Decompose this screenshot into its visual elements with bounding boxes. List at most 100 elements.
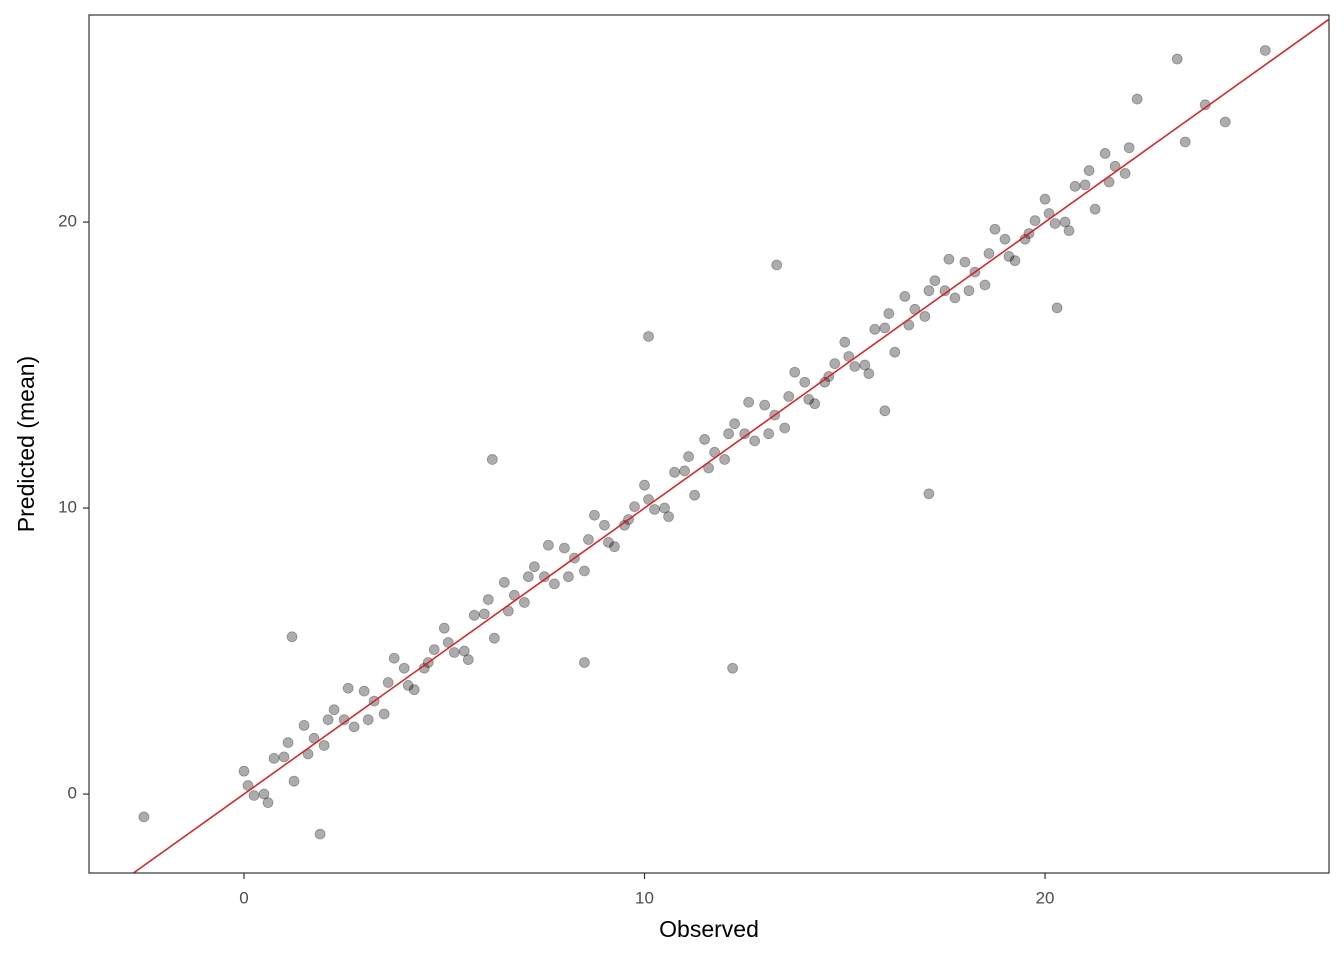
point: [749, 435, 761, 447]
point: [879, 405, 891, 417]
point: [322, 714, 334, 726]
point: [649, 504, 660, 515]
point: [402, 679, 414, 691]
point: [609, 541, 620, 553]
point: [963, 285, 975, 297]
point: [719, 454, 731, 465]
point: [1039, 193, 1051, 205]
point: [771, 259, 783, 271]
point: [1099, 148, 1111, 159]
point: [518, 597, 530, 608]
point: [549, 578, 560, 590]
point: [583, 534, 594, 545]
point: [999, 233, 1011, 245]
y-tick-label: 10: [58, 498, 77, 517]
point: [699, 434, 710, 445]
point: [923, 285, 935, 297]
point: [318, 740, 330, 751]
point: [388, 652, 400, 664]
point: [1123, 142, 1135, 154]
point: [579, 565, 590, 577]
point: [643, 331, 654, 342]
point: [1171, 53, 1183, 65]
point: [258, 788, 270, 800]
point: [498, 577, 510, 588]
point: [362, 714, 374, 726]
point: [438, 622, 450, 634]
point: [949, 292, 961, 304]
point: [683, 451, 694, 462]
point: [839, 336, 851, 348]
plot-border: [88, 14, 1330, 874]
point: [1049, 218, 1061, 229]
point: [1003, 250, 1015, 262]
point: [689, 489, 700, 501]
point: [268, 752, 280, 764]
point: [559, 542, 570, 554]
point: [358, 685, 370, 697]
point: [679, 465, 690, 477]
point: [943, 253, 955, 265]
point: [1069, 180, 1081, 192]
point: [1219, 116, 1231, 128]
point: [629, 501, 640, 513]
point: [599, 519, 610, 531]
point: [803, 393, 815, 405]
point: [779, 422, 791, 434]
point: [783, 391, 795, 402]
point: [727, 662, 739, 674]
point: [923, 488, 935, 500]
point: [809, 398, 821, 410]
point: [849, 361, 861, 372]
point: [1051, 302, 1063, 314]
point: [1089, 203, 1101, 215]
point: [428, 644, 440, 656]
point: [382, 677, 394, 688]
point: [1131, 93, 1143, 105]
point: [238, 765, 250, 777]
x-tick-label: 10: [635, 888, 654, 907]
point: [743, 396, 755, 408]
point: [482, 594, 494, 605]
point: [1059, 216, 1071, 228]
y-tick-label: 20: [58, 212, 77, 231]
point: [342, 682, 354, 694]
point: [528, 561, 540, 573]
point: [298, 720, 310, 731]
point: [1029, 215, 1041, 227]
point: [563, 571, 574, 583]
point: [262, 797, 274, 809]
point: [288, 775, 300, 787]
point: [859, 359, 871, 371]
point: [579, 657, 590, 668]
point: [248, 790, 260, 801]
point: [1063, 225, 1075, 237]
point: [1119, 168, 1131, 179]
point: [328, 704, 340, 716]
point: [478, 608, 490, 620]
point: [1009, 255, 1021, 267]
point: [663, 511, 674, 523]
point: [1079, 179, 1091, 191]
point: [286, 631, 298, 643]
point: [669, 466, 680, 478]
point: [486, 454, 498, 465]
y-tick-label: 0: [68, 784, 77, 803]
point: [282, 737, 294, 748]
point: [659, 502, 670, 514]
points-layer: [132, 18, 1329, 873]
point: [959, 256, 971, 268]
point: [883, 308, 895, 319]
point: [889, 346, 901, 358]
point: [542, 539, 554, 551]
point: [1083, 165, 1095, 176]
point: [408, 684, 420, 696]
x-tick-label: 20: [1036, 888, 1055, 907]
point: [723, 428, 735, 440]
point: [729, 418, 741, 430]
point: [989, 223, 1001, 235]
point: [879, 322, 891, 334]
point: [398, 662, 410, 674]
